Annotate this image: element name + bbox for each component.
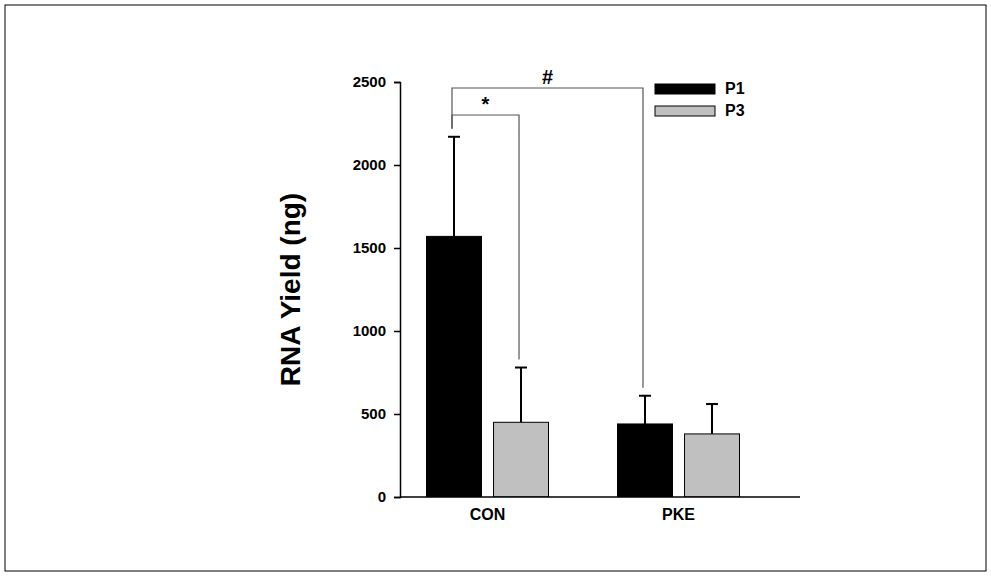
legend-label: P1 xyxy=(725,80,745,97)
x-tick: CON xyxy=(470,497,506,523)
y-tick-label: 2500 xyxy=(353,73,386,90)
y-tick-mark xyxy=(394,248,400,250)
x-tick-label: PKE xyxy=(662,506,695,523)
y-tick-label: 2000 xyxy=(353,156,386,173)
error-cap xyxy=(639,395,651,397)
error-line xyxy=(520,368,522,423)
annotation: # xyxy=(542,66,553,88)
legend-label: P3 xyxy=(725,102,745,119)
y-tick-mark xyxy=(394,497,400,499)
error-cap xyxy=(515,367,527,369)
significance-bracket xyxy=(452,88,643,388)
error-line xyxy=(711,404,713,434)
error-line xyxy=(644,396,646,424)
y-tick-mark xyxy=(394,414,400,416)
error-bar xyxy=(706,404,718,434)
legend-swatch xyxy=(655,106,715,116)
y-tick-label: 1000 xyxy=(353,322,386,339)
y-tick-label: 0 xyxy=(378,488,386,505)
y-tick: 1000 xyxy=(353,322,400,339)
x-tick-label: CON xyxy=(470,506,506,523)
error-cap xyxy=(448,136,460,138)
y-tick-mark xyxy=(394,331,400,333)
y-axis-title: RNA Yield (ng) xyxy=(275,193,306,386)
y-tick: 2000 xyxy=(353,156,400,173)
frame xyxy=(5,5,986,571)
error-line xyxy=(453,137,455,237)
bar xyxy=(618,424,673,497)
error-bar xyxy=(448,137,460,237)
error-cap xyxy=(706,403,718,405)
y-tick-label: 500 xyxy=(361,405,386,422)
error-bar xyxy=(639,396,651,424)
bar xyxy=(685,434,740,497)
y-tick: 500 xyxy=(361,405,400,422)
error-bar xyxy=(515,368,527,423)
chart: 0 500 1000 1500 2000 2500 CON PKE RNA Yield (ng)… xyxy=(0,0,991,576)
legend: P1P3 xyxy=(655,80,745,119)
x-axis: CON PKE xyxy=(400,497,800,523)
y-tick-mark xyxy=(394,165,400,167)
legend-swatch xyxy=(655,84,715,94)
y-tick: 2500 xyxy=(353,73,400,90)
bar xyxy=(494,422,549,497)
x-axis-line xyxy=(400,496,800,498)
significance-bracket xyxy=(452,115,519,360)
y-axis: 0 500 1000 1500 2000 2500 xyxy=(353,73,401,505)
bar xyxy=(427,236,482,497)
y-tick-mark xyxy=(394,82,400,84)
y-tick: 0 xyxy=(378,488,400,505)
y-tick-label: 1500 xyxy=(353,239,386,256)
x-tick: PKE xyxy=(662,497,695,523)
annotation: * xyxy=(482,93,490,115)
y-tick: 1500 xyxy=(353,239,400,256)
y-axis-line xyxy=(394,83,401,498)
bars xyxy=(427,137,740,497)
